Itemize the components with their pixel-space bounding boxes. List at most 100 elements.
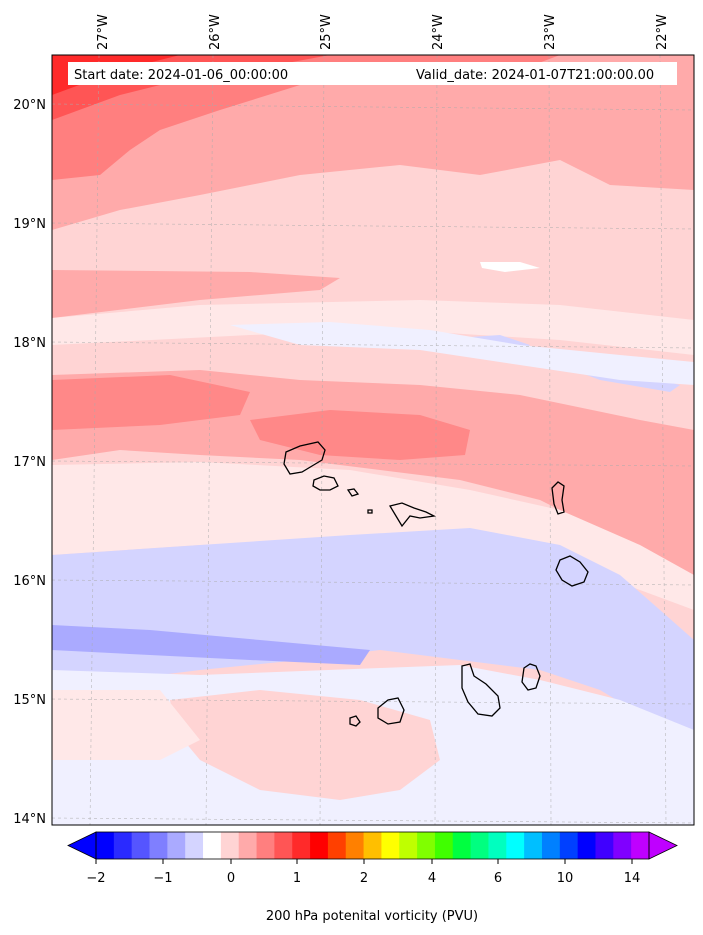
colorbar-cell (256, 832, 275, 859)
lon-labels: 27°W 26°W 25°W 24°W 23°W 22°W (96, 14, 670, 50)
colorbar-tick-label: −2 (86, 871, 105, 886)
island-brava (349, 715, 361, 727)
parallel-15n (52, 698, 694, 705)
lon-label: 24°W (431, 14, 446, 50)
lat-label: 18°N (13, 336, 46, 351)
colorbar-tick-label: 10 (557, 871, 574, 886)
lat-label: 19°N (13, 217, 46, 232)
colorbar-cell (541, 832, 561, 859)
pv-band-pink-south (170, 690, 440, 800)
colorbar-cell (524, 832, 543, 859)
colorbar-tick-label: 4 (428, 871, 436, 886)
graticule (52, 55, 694, 825)
start-date-label: Start date: 2024-01-06_00:00:00 (74, 68, 288, 83)
lon-label: 27°W (96, 14, 111, 50)
colorbar-extend-low (67, 831, 97, 860)
pv-band-white-patch (480, 262, 540, 272)
island-sao-vicente (312, 475, 339, 491)
colorbar-cell (613, 832, 632, 859)
lon-label: 25°W (319, 14, 334, 50)
meridian-25w (319, 55, 325, 825)
meridian-26w (205, 55, 214, 825)
colorbar-cell (631, 832, 650, 859)
colorbar-cell (577, 832, 596, 859)
lon-label: 26°W (208, 14, 223, 50)
colorbar-cell (149, 832, 168, 859)
colorbar-tick-label: −1 (153, 871, 172, 886)
colorbar-cell (310, 832, 329, 859)
lat-label: 20°N (13, 98, 46, 113)
colorbar-tick-label: 2 (360, 871, 368, 886)
coastline (283, 441, 589, 727)
colorbar-tick-label: 1 (293, 871, 301, 886)
pv-band-mid-ridge (52, 370, 694, 575)
parallel-14n (52, 817, 694, 824)
meridian-27w (89, 55, 100, 825)
header-box (68, 62, 677, 85)
colorbar-cell (167, 832, 186, 859)
colorbar-cell (185, 832, 204, 859)
parallel-17n (52, 460, 694, 467)
colorbar-tick-label: 14 (624, 871, 641, 886)
pv-band-higher-north (52, 55, 560, 180)
pv-band-blue-strong (52, 625, 370, 665)
colorbar-tick-label: 0 (227, 871, 235, 886)
parallel-16n (52, 579, 694, 586)
colorbar-cell (363, 832, 382, 859)
colorbar-cell (559, 832, 579, 859)
colorbar-cell (238, 832, 257, 859)
lat-label: 14°N (13, 812, 46, 827)
colorbar-cell (488, 832, 507, 859)
meridian-22w (659, 55, 667, 825)
lon-label: 22°W (655, 14, 670, 50)
colorbar: −2 −1 0 1 2 4 6 10 14 200 hPa potenital … (67, 831, 678, 924)
colorbar-cell (434, 832, 454, 859)
colorbar-cell (327, 832, 347, 859)
colorbar-title: 200 hPa potenital vorticity (PVU) (266, 909, 478, 924)
lat-label: 16°N (13, 574, 46, 589)
island-branco (367, 509, 373, 514)
colorbar-cell (96, 832, 115, 859)
colorbar-cell (417, 832, 436, 859)
island-fogo (377, 697, 405, 725)
colorbar-cell (274, 832, 293, 859)
colorbar-cell (399, 832, 418, 859)
colorbar-cell (292, 832, 311, 859)
colorbar-tick-label: 6 (494, 871, 502, 886)
pv-band-mid-west (52, 375, 250, 430)
colorbar-cell (131, 832, 150, 859)
colorbar-extend-high (648, 831, 678, 860)
island-boa-vista (555, 555, 589, 587)
colorbar-tick-labels: −2 −1 0 1 2 4 6 10 14 (86, 871, 640, 886)
colorbar-cell (506, 832, 525, 859)
island-sao-nicolau (388, 502, 437, 528)
valid-date-label: Valid_date: 2024-01-07T21:00:00.00 (416, 68, 654, 83)
colorbar-cell (381, 832, 400, 859)
colorbar-frame (95, 831, 650, 860)
meridian-23w (548, 55, 552, 825)
colorbar-cell (113, 832, 133, 859)
colorbar-cell (470, 832, 489, 859)
island-sal (551, 481, 565, 515)
colorbar-cell (595, 832, 614, 859)
colorbar-cell (452, 832, 472, 859)
meridian-24w (434, 55, 438, 825)
parallel-19n (52, 222, 694, 230)
island-santo-antao (283, 441, 326, 475)
pv-band-pale-streak (230, 322, 694, 385)
pv-band-pink-southwest (52, 690, 200, 760)
colorbar-cells (96, 832, 650, 859)
lat-labels: 20°N 19°N 18°N 17°N 16°N 15°N 14°N (13, 98, 46, 827)
lon-label: 23°W (543, 14, 558, 50)
pv-band-west-ridge (52, 270, 340, 318)
parallel-18n (52, 341, 694, 349)
island-santiago (461, 663, 501, 717)
map-frame (51, 54, 695, 826)
parallel-20n (52, 103, 694, 111)
colorbar-cell (220, 832, 240, 859)
lat-label: 17°N (13, 455, 46, 470)
colorbar-ticks (95, 859, 633, 864)
lat-label: 15°N (13, 693, 46, 708)
island-maio (521, 663, 541, 691)
